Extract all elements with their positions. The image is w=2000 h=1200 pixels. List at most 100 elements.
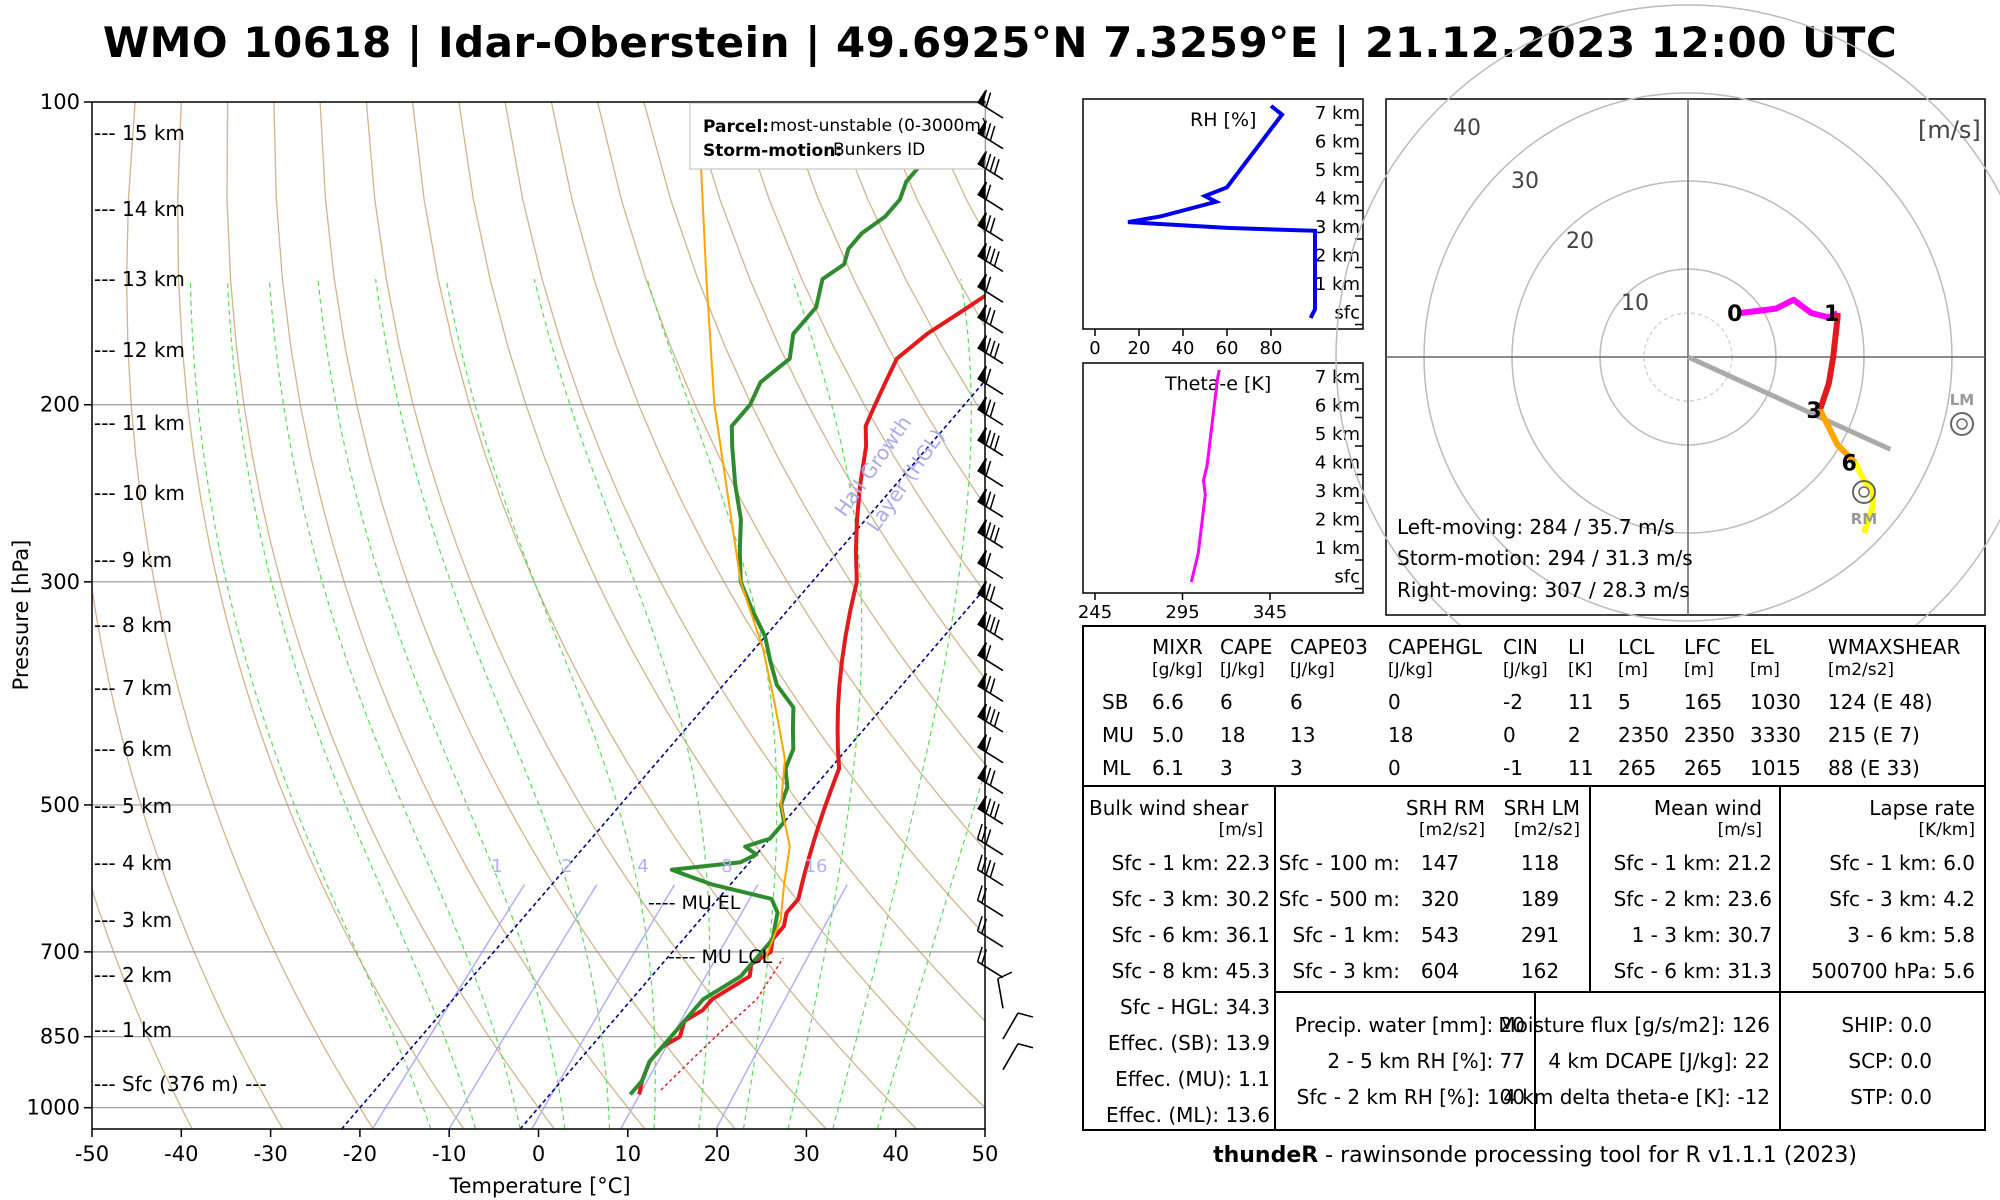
hodo-segment bbox=[1817, 408, 1858, 465]
hodo-height-label: 0 bbox=[1727, 302, 1742, 327]
block-row: 3 - 6 km: 5.8 bbox=[1847, 923, 1975, 947]
wind-barb bbox=[977, 212, 1004, 242]
x-tick-label: 20 bbox=[704, 1142, 731, 1166]
param-cell: 3 bbox=[1220, 756, 1233, 780]
rh-tick-label: 80 bbox=[1260, 338, 1283, 359]
param-unit: [J/kg] bbox=[1220, 660, 1265, 680]
temperature-line bbox=[637, 293, 985, 1095]
mu-el-label: ---- MU EL bbox=[648, 892, 741, 914]
param-cell: 18 bbox=[1388, 723, 1413, 747]
indices-block: SHIP: 0.0 SCP: 0.0 STP: 0.0 bbox=[1841, 1013, 1932, 1109]
thetae-x-ticks: 245 295 345 bbox=[1078, 593, 1287, 623]
hodo-ring-label: 30 bbox=[1511, 169, 1539, 194]
km-label: 1 km bbox=[1315, 538, 1360, 559]
wind-barb bbox=[977, 488, 1004, 518]
hodo-left-moving: Left-moving: 284 / 35.7 m/s bbox=[1397, 515, 1675, 539]
block-title: Bulk wind shear bbox=[1089, 796, 1249, 820]
param-header: CIN bbox=[1503, 635, 1538, 659]
p-tick-label: 100 bbox=[40, 90, 80, 114]
skewt-legend: Parcel: most-unstable (0-3000m) Storm-mo… bbox=[689, 102, 988, 170]
height-label: --- 7 km bbox=[94, 676, 172, 700]
param-cell: 0 bbox=[1388, 756, 1401, 780]
wind-barb bbox=[977, 611, 1004, 641]
wind-barb bbox=[977, 703, 1004, 733]
skewt-profiles bbox=[628, 102, 985, 1096]
param-unit: [m] bbox=[1618, 660, 1648, 680]
param-cell: 265 bbox=[1618, 756, 1656, 780]
mixing-ratio-line bbox=[619, 884, 759, 1129]
height-label: --- 8 km bbox=[94, 613, 172, 637]
km-label: sfc bbox=[1334, 303, 1360, 324]
param-cell: 11 bbox=[1568, 756, 1593, 780]
param-cell: 0 bbox=[1388, 690, 1401, 714]
hodo-lm-marker: LM bbox=[1950, 391, 1974, 436]
hodo-height-label: 3 bbox=[1806, 399, 1821, 424]
param-cell: 1015 bbox=[1750, 756, 1801, 780]
height-label: --- 11 km bbox=[94, 411, 185, 435]
x-tick-label: 50 bbox=[972, 1142, 999, 1166]
param-cell: 124 (E 48) bbox=[1828, 690, 1933, 714]
dewpoint-line bbox=[628, 102, 959, 1096]
height-label: --- 4 km bbox=[94, 851, 172, 875]
km-label: 4 km bbox=[1315, 453, 1360, 474]
footer: thundeR - rawinsonde processing tool for… bbox=[1085, 1143, 1985, 1168]
km-label: 4 km bbox=[1315, 189, 1360, 210]
page-title: WMO 10618 | Idar-Oberstein | 49.6925°N 7… bbox=[102, 18, 1898, 67]
param-cell: 215 (E 7) bbox=[1828, 723, 1920, 747]
thetae-profile-line bbox=[1189, 369, 1221, 583]
height-label: --- 14 km bbox=[94, 197, 185, 221]
wind-barb bbox=[977, 580, 1004, 610]
wind-barb bbox=[976, 915, 1004, 948]
block-row: Effec. (SB): 13.9 bbox=[1108, 1031, 1270, 1055]
srh-rm-value: 543 bbox=[1421, 923, 1459, 947]
srh-header-lm: SRH LM bbox=[1504, 796, 1580, 820]
block-row: 500700 hPa: 5.6 bbox=[1811, 959, 1975, 983]
wind-barb bbox=[976, 823, 1004, 856]
km-label: 6 km bbox=[1315, 132, 1360, 153]
block-row: Precip. water [mm]: 20 bbox=[1295, 1013, 1525, 1037]
block-row: Sfc - 1 km: 6.0 bbox=[1829, 851, 1975, 875]
legend-storm-key: Storm-motion: bbox=[703, 141, 842, 161]
block-row: Sfc - 1 km: 21.2 bbox=[1614, 851, 1772, 875]
parameter-table: MIXR[g/kg]CAPE[J/kg]CAPE03[J/kg]CAPEHGL[… bbox=[1082, 625, 1986, 1131]
km-label: 3 km bbox=[1315, 481, 1360, 502]
dry-adiabat bbox=[596, 102, 985, 851]
thetae-tick-label: 295 bbox=[1165, 602, 1199, 623]
height-label: --- 5 km bbox=[94, 794, 172, 818]
hodo-segment bbox=[1740, 296, 1839, 321]
hodograph-trace: 0 1 3 6 bbox=[1727, 296, 1876, 534]
skewt-ylabel: Pressure [hPa] bbox=[9, 540, 33, 691]
storm-motion-vector bbox=[1686, 354, 1892, 452]
hodo-unit: [m/s] bbox=[1918, 116, 1981, 144]
param-cell: 13 bbox=[1290, 723, 1315, 747]
dry-adiabat bbox=[689, 102, 985, 680]
hodo-height-label: 1 bbox=[1824, 302, 1839, 327]
param-cell: 6 bbox=[1220, 690, 1233, 714]
wind-barb bbox=[977, 550, 1004, 580]
param-cell: 11 bbox=[1568, 690, 1593, 714]
hodo-ring-label: 10 bbox=[1621, 291, 1649, 316]
block-row: 4 km DCAPE [J/kg]: 22 bbox=[1548, 1049, 1770, 1073]
param-header: MIXR bbox=[1152, 635, 1203, 659]
wind-barb bbox=[977, 642, 1004, 672]
param-cell: 2 bbox=[1568, 723, 1581, 747]
param-row-label: MU bbox=[1102, 723, 1134, 747]
p-tick-label: 200 bbox=[40, 393, 80, 417]
srh-row-label: Sfc - 100 m: bbox=[1279, 851, 1400, 875]
param-row-label: ML bbox=[1102, 756, 1131, 780]
param-header: CAPE bbox=[1220, 635, 1272, 659]
thetae-km-labels: 7 km 6 km 5 km 4 km 3 km 2 km 1 km sfc bbox=[1315, 367, 1363, 590]
block-row: Sfc - 8 km: 45.3 bbox=[1112, 959, 1270, 983]
srh-row-label: Sfc - 500 m: bbox=[1279, 887, 1400, 911]
param-unit: [m] bbox=[1750, 660, 1780, 680]
p-tick-label: 300 bbox=[40, 570, 80, 594]
wind-barb bbox=[977, 427, 1004, 457]
height-label: --- 6 km bbox=[94, 737, 172, 761]
hodograph-panel: 10 20 30 40 [m/s] 0 1 3 6 LM RM Left-moving: 2… bbox=[1335, 4, 2000, 710]
wind-barb bbox=[977, 519, 1004, 549]
srh-lm-value: 189 bbox=[1521, 887, 1559, 911]
param-cell: -2 bbox=[1503, 690, 1523, 714]
